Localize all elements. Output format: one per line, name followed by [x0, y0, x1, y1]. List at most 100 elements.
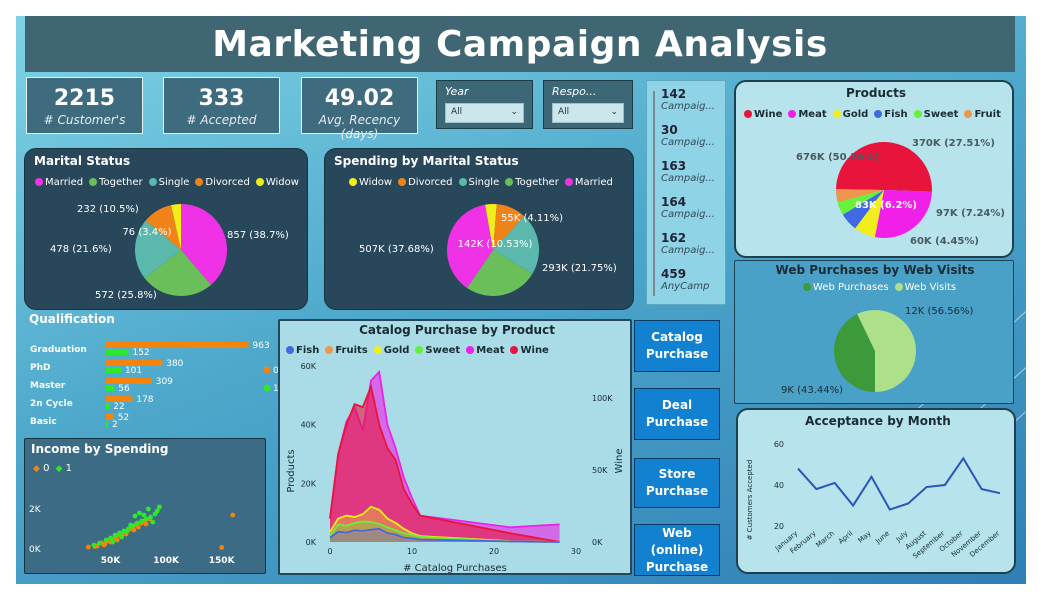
legend-dot: [286, 346, 294, 354]
legend-dot: [89, 178, 98, 186]
response-dropdown[interactable]: All ⌄: [552, 103, 624, 123]
chevron-down-icon: ⌄: [610, 107, 618, 117]
campaign-count-value: 163: [661, 159, 687, 173]
x-tick-label: 50K: [101, 556, 122, 566]
campaign-count-2: 30 Campaig...: [661, 123, 715, 148]
scatter-point-0: [114, 537, 120, 543]
campaign-counts-card: 142 Campaig... 30 Campaig... 163 Campaig...…: [646, 80, 726, 305]
spending-marital-pie: 55K (4.11%) 142K (10.53%) 293K (21.75%) …: [359, 204, 617, 296]
category-label: 2n Cycle: [30, 399, 73, 409]
category-label: PhD: [30, 363, 50, 373]
slice-label-gold: 97K (7.24%): [936, 208, 1005, 219]
pie-slice-wine: [836, 142, 932, 192]
scatter-point-1: [117, 530, 122, 536]
legend-dot: [263, 366, 271, 374]
income-spending-legend: ◆ 0 ◆ 1: [33, 463, 78, 474]
legend-dot: [35, 178, 43, 186]
x-tick-label: April: [837, 529, 854, 545]
scatter-point-0: [101, 542, 107, 548]
chevron-down-icon: ⌄: [510, 107, 518, 117]
slice-label-widow: 76 (3.4%): [122, 227, 171, 238]
kpi-customers-label: # Customer's: [43, 113, 126, 127]
kpi-customers-value: 2215: [53, 86, 116, 111]
pie-slice-fruit: [836, 189, 884, 203]
marital-status-panel: Marital Status Married Together Single Divo…: [24, 148, 308, 310]
dashboard-canvas: Marketing Campaign Analysis 2215 # Custo…: [16, 16, 1026, 584]
legend-label: Sweet: [923, 109, 959, 120]
scatter-point-1: [154, 508, 160, 514]
legend-label: Divorced: [408, 177, 453, 188]
y-tick-label: 20: [774, 522, 784, 531]
web-purchase-button[interactable]: Web (online) Purchase: [634, 524, 720, 576]
slice-label-together: 572 (25.8%): [95, 290, 157, 301]
legend-label: Web Purchases: [813, 282, 889, 293]
marital-status-title: Marital Status: [34, 154, 131, 168]
area-fruits: [330, 530, 560, 542]
legend-label: Wine: [754, 109, 783, 120]
response-slicer-label: Respo...: [552, 85, 597, 98]
campaign-count-6: 459 AnyCamp: [661, 267, 709, 292]
legend-dot: [894, 283, 903, 291]
scatter-point-1: [132, 513, 138, 519]
legend-label: Wine: [520, 345, 549, 356]
diamond-icon: ◆: [55, 464, 63, 474]
kpi-recency-card: 49.02 Avg. Recency (days): [301, 77, 418, 141]
scatter-point-1: [148, 514, 153, 520]
legend-label: Gold: [383, 345, 410, 356]
year-slicer: Year All ⌄: [436, 80, 533, 129]
line-fish: [329, 527, 560, 543]
bar-0: [106, 360, 163, 366]
slice-label-married: 507K (37.68%): [359, 244, 434, 255]
kpi-accepted-card: 333 # Accepted: [163, 77, 280, 134]
legend-label: Widow: [265, 177, 299, 188]
x-tick-label: 0: [327, 547, 332, 556]
diamond-icon: ◆: [33, 464, 40, 474]
spending-marital-title: Spending by Marital Status: [334, 154, 519, 168]
catalog-product-legend: Fish Fruits Gold Sweet Meat Wine: [286, 345, 555, 356]
slice-label-meat: 370K (27.51%): [912, 138, 995, 149]
x-tick-label: May: [857, 529, 873, 544]
web-purchases-pie: 12K (56.56%) 9K (43.44%): [781, 306, 973, 396]
year-dropdown[interactable]: All ⌄: [445, 103, 524, 123]
legend-dot: [415, 346, 424, 354]
web-purchases-legend: Web Purchases Web Visits: [803, 282, 962, 293]
products-pie: 676K (50.26%) 370K (27.51%) 97K (7.24%) …: [796, 138, 1005, 247]
x-tick-label: March: [815, 529, 836, 549]
deal-purchase-button[interactable]: Deal Purchase: [634, 388, 720, 440]
legend-label: Single: [158, 177, 190, 188]
response-slicer: Respo... All ⌄: [543, 80, 633, 129]
scatter-point-1: [128, 522, 133, 528]
pie-slice-gold: [855, 190, 884, 238]
y2-tick-label: 100K: [592, 394, 613, 403]
data-label: 101: [125, 366, 142, 376]
year-slicer-label: Year: [445, 85, 469, 98]
legend-label: 1: [65, 463, 72, 474]
products-legend: Wine Meat Gold Fish Sweet Fruit: [744, 109, 1007, 120]
qualification-panel: Qualification Graduation 963 152 PhD 380 101 M…: [24, 312, 282, 436]
scatter-point-1: [139, 518, 145, 524]
legend-label: Together: [515, 177, 559, 188]
catalog-purchase-button[interactable]: Catalog Purchase: [634, 320, 720, 372]
legend-dot: [803, 283, 811, 291]
y-tick-label: 40: [774, 481, 784, 490]
legend-label: Web Visits: [904, 282, 957, 293]
acceptance-month-title: Acceptance by Month: [805, 414, 951, 428]
line-wine: [329, 383, 560, 543]
legend-label: 0: [43, 463, 50, 474]
scatter-point-1: [123, 529, 129, 535]
legend-label: Meat: [476, 345, 505, 356]
pie-slice-web-visits: [857, 310, 916, 392]
x-tick-label: 100K: [153, 556, 180, 566]
area-fish: [330, 528, 560, 542]
web-purchases-panel: Web Purchases by Web Visits Web Purchase…: [734, 260, 1014, 404]
marital-status-pie: 76 (3.4%) 857 (38.7%) 572 (25.8%) 478 (2…: [50, 204, 289, 301]
pie-slice-meat: [874, 190, 932, 238]
income-spending-panel: Income by Spending ◆ 0 ◆ 1 0K 2K 50K 100K 150…: [24, 438, 266, 574]
scatter-point-0: [143, 521, 149, 527]
pie-slice-fish: [842, 190, 884, 229]
legend-label: Married: [574, 177, 613, 188]
legend-label: Gold: [842, 109, 869, 120]
campaign-count-value: 30: [661, 123, 678, 137]
store-purchase-button[interactable]: Store Purchase: [634, 458, 720, 508]
